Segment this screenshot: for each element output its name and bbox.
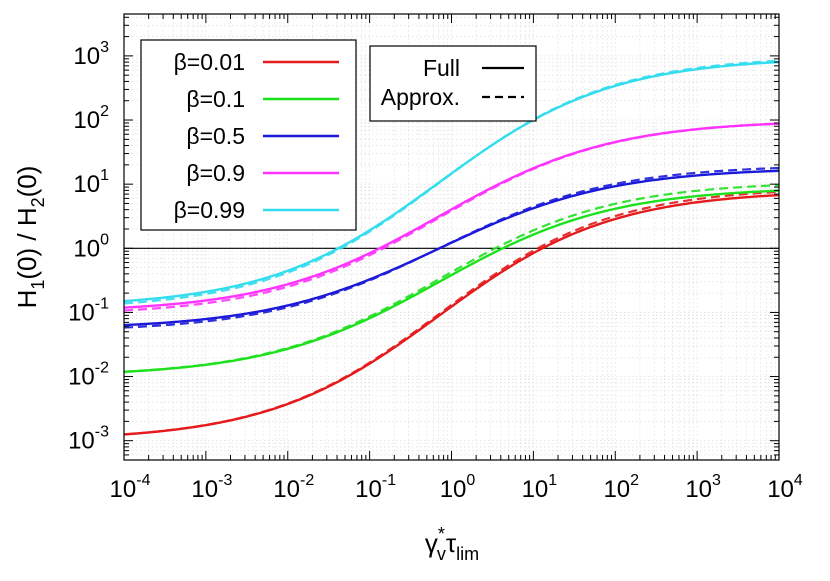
series-full-line [123, 189, 780, 374]
x-axis-label-sub-v: v [437, 544, 446, 564]
y-tick-label-exp: 3 [100, 39, 109, 56]
y-axis-label-h1: H [12, 290, 42, 309]
y-tick-label: 100 [73, 231, 109, 262]
x-tick-label: 103 [685, 472, 721, 503]
style-legend-box [369, 45, 537, 122]
legend-label: β=0.9 [186, 160, 245, 186]
y-tick-label-base: 10 [73, 171, 100, 198]
x-tick-label: 10-3 [191, 472, 232, 503]
y-tick-label-base: 10 [68, 299, 95, 326]
tick-marks [123, 14, 780, 461]
x-tick-labels: 10-4 10-3 10-2 10-1 100 101 102 103 104 [110, 472, 803, 503]
x-tick-label: 104 [767, 472, 803, 503]
x-tick-label-exp: 0 [466, 472, 475, 489]
x-axis-label-gamma: γ [425, 528, 438, 558]
x-tick-label-exp: -1 [382, 472, 396, 489]
x-tick-label-base: 10 [522, 476, 549, 503]
x-tick-label-base: 10 [440, 476, 467, 503]
y-axis-label-sub1: 1 [28, 280, 48, 290]
legend-label: β=0.5 [186, 123, 245, 149]
y-tick-label: 10-1 [68, 295, 109, 326]
style-legend-label: Full [423, 55, 460, 81]
y-tick-label: 102 [73, 103, 109, 134]
x-tick-label-base: 10 [273, 476, 300, 503]
x-tick-label-exp: -2 [300, 472, 314, 489]
legend-label: β=0.1 [186, 86, 245, 112]
legend-label: β=0.99 [174, 197, 245, 223]
y-tick-label-exp: 1 [100, 167, 109, 184]
x-tick-label: 10-4 [110, 472, 151, 503]
x-tick-label-exp: 4 [794, 472, 803, 489]
series-approx-line [123, 190, 780, 436]
y-tick-label-exp: 2 [100, 103, 109, 120]
x-tick-label-base: 10 [355, 476, 382, 503]
x-axis-label-tau: τ [446, 528, 457, 558]
x-tick-label-base: 10 [685, 476, 712, 503]
x-tick-label-exp: 2 [630, 472, 639, 489]
x-tick-label: 101 [522, 472, 558, 503]
x-tick-label-base: 10 [603, 476, 630, 503]
x-tick-label-exp: -3 [218, 472, 232, 489]
y-tick-label-exp: 0 [100, 231, 109, 248]
x-axis-label-sub-lim: lim [456, 544, 479, 564]
y-tick-label-base: 10 [68, 364, 95, 391]
series-full-line [123, 60, 780, 303]
y-tick-label: 10-2 [68, 360, 109, 391]
x-tick-label-base: 10 [767, 476, 794, 503]
series-full-line [123, 169, 780, 327]
series-full-line [123, 193, 780, 436]
x-tick-label-exp: 3 [712, 472, 721, 489]
y-tick-label-base: 10 [73, 43, 100, 70]
y-tick-label: 101 [73, 167, 109, 198]
x-tick-label: 10-2 [273, 472, 314, 503]
x-axis-label-star: * [438, 524, 445, 544]
y-axis-label-mid: (0) / H [12, 207, 42, 279]
y-tick-label-base: 10 [73, 107, 100, 134]
y-tick-label-exp: -3 [95, 424, 109, 441]
style-legend-label: Approx. [381, 84, 460, 110]
x-tick-label-exp: 1 [548, 472, 557, 489]
y-tick-label-base: 10 [73, 235, 100, 262]
y-tick-label-exp: -2 [95, 360, 109, 377]
series-layer [123, 59, 780, 436]
legend: β=0.01 β=0.1 β=0.5 β=0.9 β=0.99 [140, 39, 357, 231]
x-tick-label: 10-1 [355, 472, 396, 503]
y-axis-label-sub2: 2 [28, 197, 48, 207]
style-legend: Full Approx. [369, 45, 537, 122]
series-full-line [123, 122, 780, 309]
x-tick-label-base: 10 [191, 476, 218, 503]
y-tick-label: 10-3 [68, 424, 109, 455]
y-tick-label: 103 [73, 39, 109, 70]
x-tick-label: 102 [603, 472, 639, 503]
series-approx-line [123, 184, 780, 373]
x-tick-label-base: 10 [110, 476, 137, 503]
y-tick-label-exp: -1 [95, 295, 109, 312]
x-tick-label: 100 [440, 472, 476, 503]
legend-label: β=0.01 [174, 49, 245, 75]
y-axis-label-end: (0) [12, 166, 42, 198]
x-tick-label-exp: -4 [136, 472, 150, 489]
y-axis-label: H1(0) / H2(0) [12, 166, 48, 309]
x-axis-label: γ* vτlim [425, 524, 479, 564]
y-tick-label-base: 10 [68, 428, 95, 455]
